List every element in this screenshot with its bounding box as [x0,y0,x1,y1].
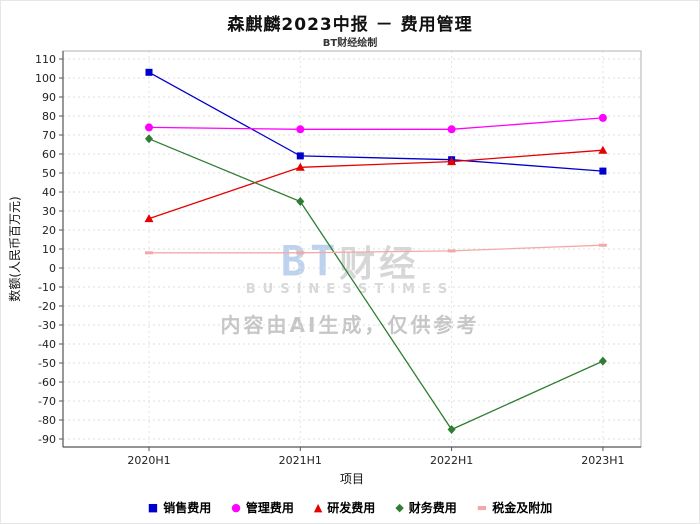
y-tick-label: 0 [49,262,56,275]
series-1 [145,113,607,134]
chart-legend: ■ 销售费用 ● 管理费用 ▲ 研发费用 ◆ 财务费用 ▬ 税金及附加 [1,499,699,516]
series-line [149,244,603,254]
series-0 [145,68,607,175]
square-marker-icon: ■ [147,501,159,514]
y-tick-label: 50 [42,167,56,180]
triangle-marker-icon: ▲ [313,501,323,514]
line-chart-canvas: 1101009080706050403020100-10-20-30-40-50… [7,50,642,486]
dash-marker-icon: ▬ [476,501,488,514]
x-tick-labels: 2020H1 2021H1 2022H1 2023H1 [127,447,625,467]
y-tick-label: -60 [38,376,56,389]
x-axis-label: 项目 [340,472,364,486]
series-line [148,149,603,220]
circle-marker-icon: ● [231,501,241,514]
series-line [148,138,604,431]
y-tick-label: -80 [38,414,56,427]
y-tick-label: 70 [42,129,56,142]
chart-subtitle: BT财经绘制 [322,38,378,49]
y-tick-labels: 1101009080706050403020100-10-20-30-40-50… [35,53,63,446]
y-tick-label: -20 [38,300,56,313]
gridlines [63,51,641,447]
legend-label: 管理费用 [245,501,294,515]
legend-item: ▬ 税金及附加 [477,499,552,516]
legend-item: ● 管理费用 [231,499,294,516]
series-line [148,117,603,130]
x-tick-label: 2021H1 [279,454,322,467]
diamond-marker-icon: ◆ [395,501,404,514]
x-tick-label: 2022H1 [430,454,473,467]
series-4 [145,243,607,255]
y-tick-label: 100 [35,72,56,85]
y-tick-label: 20 [42,224,56,237]
legend-item: ◆ 财务费用 [395,499,456,516]
series-3 [145,134,607,434]
legend-label: 销售费用 [163,501,212,515]
y-tick-label: -90 [38,433,56,446]
legend-label: 税金及附加 [492,501,553,515]
x-tick-label: 2020H1 [127,454,170,467]
legend-label: 研发费用 [327,501,376,515]
y-tick-label: -10 [38,281,56,294]
y-tick-label: 40 [42,186,56,199]
y-tick-label: 110 [35,53,56,66]
y-tick-label: -30 [38,319,56,332]
y-tick-label: -50 [38,357,56,370]
y-tick-label: 90 [42,91,56,104]
x-tick-label: 2023H1 [581,454,624,467]
y-tick-label: -70 [38,395,56,408]
y-tick-label: -40 [38,338,56,351]
legend-item: ▲ 研发费用 [314,499,375,516]
series-line [148,71,603,172]
y-axis-label: 数额(人民币百万元) [7,196,22,301]
chart-title: 森麒麟2023中报 － 费用管理 [227,15,473,35]
y-tick-label: 80 [42,110,56,123]
legend-label: 财务费用 [408,501,457,515]
legend-item: ■ 销售费用 [148,499,211,516]
series-2 [144,145,608,223]
y-tick-label: 60 [42,148,56,161]
y-tick-label: 30 [42,205,56,218]
y-tick-label: 10 [42,243,56,256]
